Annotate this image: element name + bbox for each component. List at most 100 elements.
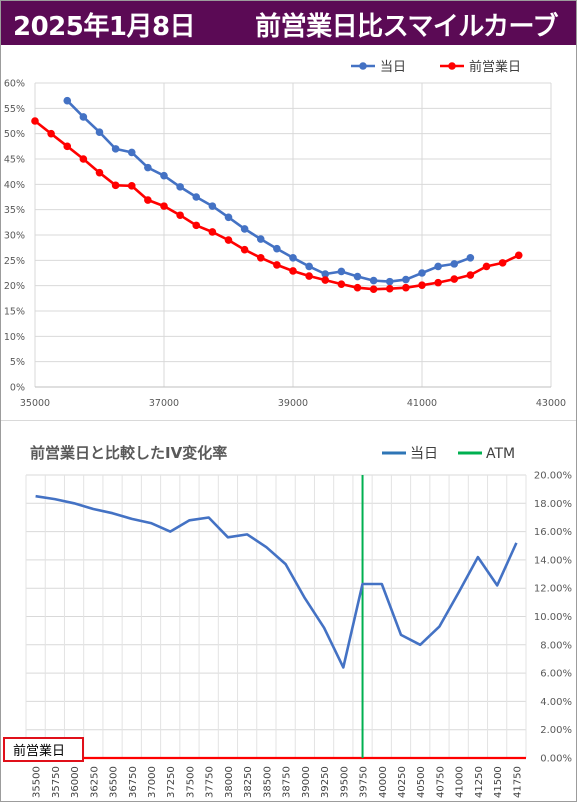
y-tick-label: 10.00% (534, 612, 572, 623)
y-tick-label: 15% (4, 307, 25, 318)
data-point (95, 168, 104, 177)
y-tick-label: 0.00% (540, 754, 572, 765)
x-tick-label: 38250 (243, 766, 254, 798)
x-tick-label: 38500 (262, 766, 273, 798)
y-tick-label: 18.00% (534, 499, 572, 510)
data-point (144, 196, 152, 204)
data-point (466, 254, 475, 262)
data-point (256, 235, 265, 243)
data-point (208, 228, 217, 236)
y-tick-label: 5% (10, 357, 25, 368)
x-tick-label: 35500 (32, 766, 43, 798)
y-tick-label: 30% (4, 231, 25, 242)
data-point (273, 244, 281, 253)
x-tick-label: 37000 (149, 398, 179, 409)
section-divider (1, 420, 576, 421)
y-tick-label: 2.00% (540, 725, 572, 736)
data-point (31, 117, 39, 125)
data-point (434, 278, 442, 287)
x-tick-label: 37250 (166, 766, 177, 798)
x-tick-label: 41000 (455, 766, 466, 798)
data-point (224, 213, 233, 222)
y-tick-label: 12.00% (534, 584, 572, 595)
x-tick-label: 36000 (70, 766, 81, 798)
smile-curve-chart: 0% 5% 10% 15% 20% 25% 30% 35% 40% 45% 50% 55% 60% 350… (4, 59, 566, 409)
y-tick-label: 40% (4, 180, 25, 191)
data-point (160, 202, 168, 210)
x-tick-label: 37500 (185, 766, 196, 798)
y-tick-label: 55% (4, 104, 25, 115)
data-point (289, 254, 297, 262)
x-tick-label: 37750 (205, 766, 216, 798)
data-point (353, 272, 362, 281)
data-point (256, 254, 265, 262)
data-point (450, 275, 459, 283)
data-point (144, 163, 152, 172)
x-tick-label: 35000 (20, 398, 50, 409)
data-point (192, 221, 201, 230)
x-tick-label: 36500 (109, 766, 120, 798)
header-bar: 2025年1月8日 前営業日比スマイルカーブ (1, 1, 576, 45)
data-point (321, 270, 330, 278)
data-point (176, 211, 184, 220)
data-point (224, 236, 233, 244)
y-tick-label: 4.00% (540, 697, 572, 708)
y-tick-label: 16.00% (534, 527, 572, 538)
legend-label: 前営業日 (469, 59, 521, 75)
x-tick-label: 39500 (339, 766, 350, 798)
data-point (353, 283, 362, 292)
data-point (127, 182, 136, 190)
data-point (466, 271, 475, 279)
y-tick-label: 0% (10, 383, 25, 394)
series-line (35, 494, 518, 669)
chart-title: 前営業日と比較したIV変化率 (30, 444, 227, 462)
data-point (192, 193, 201, 201)
prev-day-baseline-label: 前営業日 (3, 737, 84, 762)
x-tick-label: 38750 (282, 766, 293, 798)
legend-marker (359, 62, 367, 70)
data-point (418, 281, 426, 289)
data-point (305, 262, 313, 271)
legend-label: ATM (486, 446, 515, 462)
y-tick-label: 14.00% (534, 555, 572, 566)
data-point (482, 262, 491, 271)
data-point (240, 225, 249, 233)
x-tick-label: 40750 (435, 766, 446, 798)
x-tick-label: 39000 (278, 398, 308, 409)
series-line (66, 99, 471, 283)
data-point (273, 261, 281, 269)
x-tick-label: 35750 (51, 766, 62, 798)
x-tick-label: 36250 (89, 766, 100, 798)
legend-marker (448, 62, 456, 70)
y-tick-label: 20% (4, 281, 25, 292)
data-point (337, 267, 346, 276)
y-tick-label: 60% (4, 79, 25, 90)
data-point (63, 96, 72, 105)
x-tick-label: 41750 (512, 766, 523, 798)
data-point (47, 129, 55, 138)
x-tick-label: 41250 (474, 766, 485, 798)
data-point (402, 275, 410, 284)
x-tick-label: 43000 (536, 398, 566, 409)
data-point (79, 113, 88, 121)
legend-label: 当日 (410, 446, 438, 462)
x-tick-label: 41000 (407, 398, 437, 409)
header-date: 2025年1月8日 (13, 12, 196, 42)
data-point (450, 260, 459, 268)
data-point (111, 145, 120, 153)
legend-label: 当日 (380, 60, 406, 75)
x-tick-label: 40500 (416, 766, 427, 798)
x-tick-label: 41500 (493, 766, 504, 798)
x-tick-label: 39750 (359, 766, 370, 798)
y-tick-label: 10% (4, 332, 25, 343)
y-tick-label: 50% (4, 129, 25, 140)
data-point (240, 245, 249, 254)
data-point (434, 262, 442, 271)
x-tick-label: 40000 (378, 766, 389, 798)
data-point (208, 202, 217, 210)
data-point (385, 284, 394, 293)
data-point (289, 267, 297, 275)
data-point (305, 272, 313, 280)
x-tick-label: 40250 (397, 766, 408, 798)
x-tick-label: 36750 (128, 766, 139, 798)
